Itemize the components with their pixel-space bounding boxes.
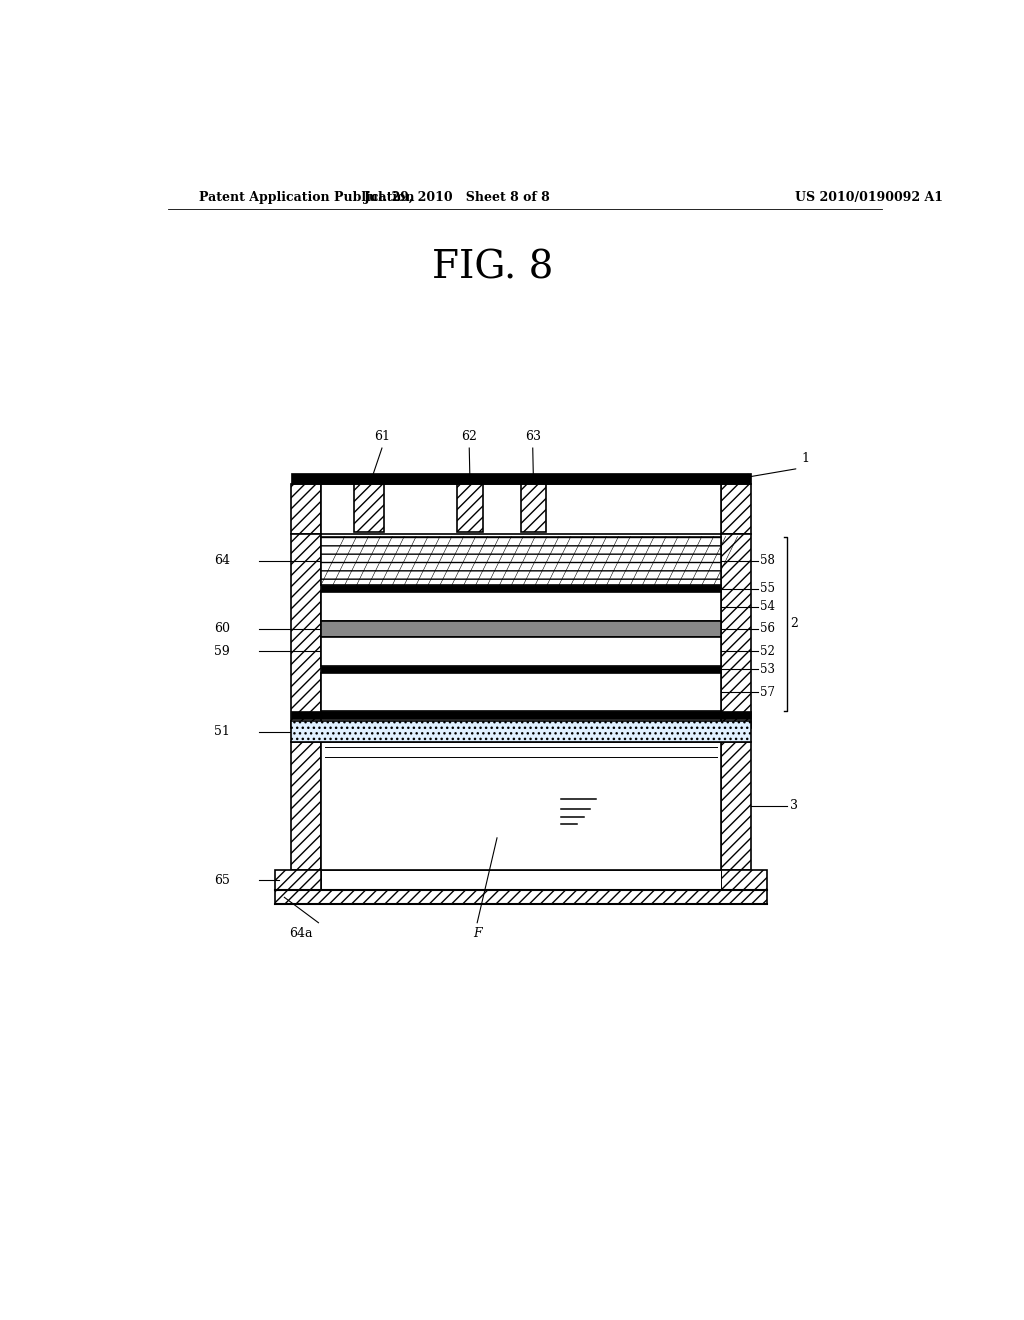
Text: 56: 56 [761, 623, 775, 635]
Text: 60: 60 [214, 623, 229, 635]
Bar [321, 742, 721, 870]
Bar [321, 665, 721, 673]
Text: 51: 51 [214, 725, 229, 738]
Bar [354, 483, 384, 532]
Bar [321, 620, 721, 638]
Text: 64a: 64a [289, 927, 312, 940]
Text: Patent Application Publication: Patent Application Publication [200, 191, 415, 203]
Bar [721, 535, 751, 727]
Text: 53: 53 [761, 663, 775, 676]
Text: 59: 59 [214, 645, 229, 657]
Bar [521, 483, 546, 532]
Text: US 2010/0190092 A1: US 2010/0190092 A1 [795, 191, 943, 203]
Text: FIG. 8: FIG. 8 [432, 249, 554, 286]
Text: 64: 64 [214, 554, 229, 568]
Bar [321, 593, 721, 620]
Text: 1: 1 [801, 453, 809, 466]
Bar [321, 536, 721, 585]
Text: Jul. 29, 2010   Sheet 8 of 8: Jul. 29, 2010 Sheet 8 of 8 [364, 191, 551, 203]
Bar [291, 722, 751, 742]
Text: 2: 2 [790, 618, 798, 631]
Bar [291, 535, 321, 727]
Bar [721, 483, 751, 535]
Text: 58: 58 [761, 554, 775, 568]
Bar [321, 870, 721, 890]
Text: 65: 65 [214, 874, 229, 887]
Bar [274, 870, 321, 890]
Text: 61: 61 [374, 430, 390, 444]
Bar [721, 742, 751, 870]
Bar [321, 483, 721, 535]
Bar [458, 483, 482, 532]
Bar [321, 585, 721, 593]
Bar [291, 742, 321, 870]
Bar [721, 870, 767, 890]
Text: 62: 62 [461, 430, 477, 444]
Bar [274, 890, 767, 904]
Bar [321, 638, 721, 665]
Text: 52: 52 [761, 645, 775, 657]
Text: 3: 3 [790, 800, 798, 812]
Bar [291, 474, 751, 483]
Text: 54: 54 [761, 601, 775, 612]
Text: 63: 63 [524, 430, 541, 444]
Bar [291, 483, 321, 535]
Bar [321, 673, 721, 711]
Text: 57: 57 [761, 685, 775, 698]
Text: F: F [473, 927, 481, 940]
Text: 55: 55 [761, 582, 775, 595]
Bar [291, 711, 751, 719]
